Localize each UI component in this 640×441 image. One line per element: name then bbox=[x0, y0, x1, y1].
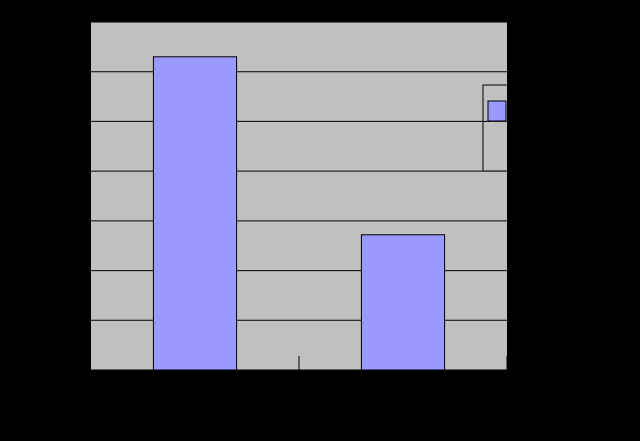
legend bbox=[482, 84, 514, 172]
legend-swatch bbox=[487, 100, 507, 122]
bar bbox=[152, 56, 238, 371]
bar bbox=[360, 234, 446, 371]
